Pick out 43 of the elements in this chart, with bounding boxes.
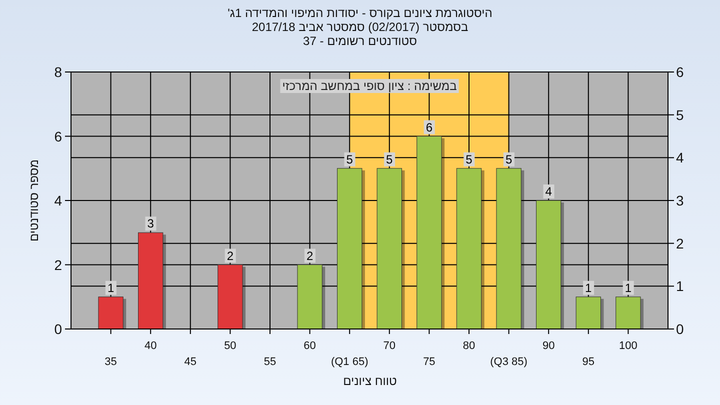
x-tick-label: 60 <box>304 340 316 352</box>
chart-title: היסטוגרמת ציונים בקורס - יסודות המיפוי והמדידה 1ג' <box>228 6 492 20</box>
y-tick-label: 0 <box>54 321 62 337</box>
x-tick-label: 50 <box>224 340 236 352</box>
data-label: 4 <box>545 184 552 198</box>
x-tick-label: 70 <box>383 340 396 352</box>
y2-tick-label: 5 <box>676 106 684 123</box>
y-tick-label: 4 <box>54 192 62 208</box>
x-tick-label: 90 <box>542 340 555 352</box>
y-tick-label: 8 <box>54 64 62 80</box>
x-tick-label: 55 <box>264 356 276 368</box>
data-label: 2 <box>226 248 234 263</box>
y-tick-label: 6 <box>54 128 62 144</box>
x-tick-label: 40 <box>144 340 157 352</box>
data-label: 5 <box>466 152 473 166</box>
data-label: 5 <box>346 152 354 166</box>
chart-subtitle: בסמסטר (02/2017) סמסטר אביב 2017/18 סטודנטים רשומים - 37 <box>252 20 468 48</box>
y2-tick-label: 0 <box>676 321 684 337</box>
x-axis-title: טווח ציונים <box>343 374 398 388</box>
y-tick-label: 2 <box>54 256 62 273</box>
data-label: 1 <box>585 280 592 295</box>
data-label: 2 <box>306 248 314 263</box>
x-tick-label: 100 <box>619 340 638 352</box>
y2-tick-label: 1 <box>676 278 684 294</box>
y2-tick-label: 3 <box>676 192 684 208</box>
data-label: 5 <box>386 152 394 166</box>
data-label: 1 <box>624 280 632 295</box>
x-tick-label: 75 <box>423 356 436 368</box>
data-label: 6 <box>426 120 433 134</box>
data-label: 5 <box>505 152 512 166</box>
x-tick-label: 45 <box>184 356 197 368</box>
annotation: במשימה : ציון סופי במחשב המרכזי <box>282 79 457 93</box>
data-label: 1 <box>107 280 114 295</box>
x-tick-label: 80 <box>462 340 476 352</box>
x-tick-label: 35 <box>104 356 117 368</box>
y-axis-title: מספר סטודנטים <box>27 159 41 242</box>
y2-tick-label: 6 <box>676 64 684 80</box>
y2-tick-label: 2 <box>676 235 684 252</box>
y2-tick-label: 4 <box>676 150 684 166</box>
data-label: 3 <box>147 216 154 231</box>
x-tick-label: 95 <box>582 356 595 368</box>
x-tick-label: (Q1 65) <box>330 356 368 368</box>
x-tick-label: (Q3 85) <box>490 356 528 368</box>
